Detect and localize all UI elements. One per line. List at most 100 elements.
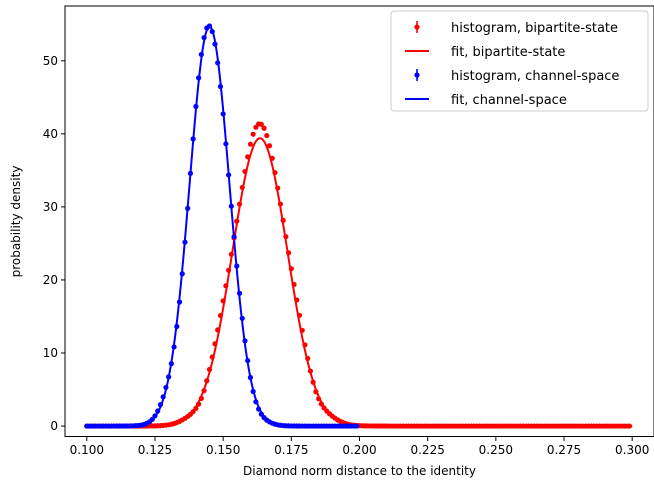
data-point — [354, 423, 360, 429]
y-tick-label: 30 — [43, 200, 58, 214]
data-point — [626, 423, 633, 429]
data-point — [193, 103, 199, 110]
data-point — [157, 402, 164, 408]
fit-line-1 — [86, 25, 360, 428]
data-point — [204, 378, 210, 384]
data-point — [152, 413, 158, 419]
data-point — [190, 136, 196, 142]
fit-line-0 — [86, 137, 633, 428]
y-tick-label: 0 — [50, 419, 58, 433]
x-tick-label: 0.225 — [410, 443, 444, 457]
data-point — [299, 327, 305, 333]
data-point — [215, 60, 221, 66]
data-point — [288, 266, 294, 272]
data-point — [242, 338, 248, 344]
data-point — [223, 283, 229, 289]
data-point — [261, 125, 267, 131]
chart-marks — [84, 23, 633, 429]
data-point — [310, 379, 316, 385]
data-point — [234, 263, 240, 269]
data-point — [307, 368, 314, 374]
data-point — [206, 366, 213, 373]
y-tick-label: 50 — [43, 54, 58, 68]
data-point — [250, 388, 256, 395]
data-point — [264, 132, 270, 139]
data-point — [258, 411, 264, 417]
data-point — [174, 323, 180, 330]
data-point — [163, 384, 169, 391]
x-tick-label: 0.125 — [138, 443, 172, 457]
data-point — [242, 168, 248, 175]
data-point — [253, 399, 259, 405]
data-point — [217, 83, 224, 90]
data-point — [236, 290, 243, 296]
data-point — [223, 141, 229, 147]
data-point — [212, 341, 218, 347]
histogram-series-0 — [84, 121, 633, 429]
x-tick-label: 0.175 — [274, 443, 308, 457]
data-point — [247, 141, 254, 147]
legend-box — [390, 10, 649, 112]
y-tick-label: 40 — [43, 127, 58, 141]
data-point — [196, 75, 202, 81]
data-point — [269, 155, 275, 161]
data-point — [294, 297, 300, 303]
data-point — [201, 388, 207, 394]
y-axis: 0 10 20 30 40 50 — [43, 54, 65, 433]
data-point — [316, 396, 322, 402]
data-point — [196, 401, 202, 407]
data-point — [187, 170, 194, 176]
data-point — [171, 344, 177, 350]
data-point — [176, 299, 183, 305]
data-point — [168, 361, 174, 367]
data-point — [220, 111, 226, 117]
data-point — [302, 342, 308, 348]
data-point — [198, 51, 204, 58]
x-tick-label: 0.300 — [615, 443, 649, 457]
legend-marker-icon — [414, 72, 420, 78]
data-point — [283, 234, 289, 240]
legend-entry-label: fit, channel-space — [451, 93, 567, 108]
x-tick-label: 0.250 — [479, 443, 513, 457]
data-point — [220, 298, 226, 304]
data-point — [313, 389, 319, 395]
data-point — [228, 251, 234, 257]
data-point — [185, 205, 191, 211]
data-point — [239, 184, 245, 191]
data-point — [228, 203, 234, 209]
data-point — [234, 218, 240, 224]
data-point — [160, 394, 166, 400]
data-point — [305, 355, 311, 362]
data-point — [245, 357, 251, 364]
y-tick-label: 10 — [43, 346, 58, 360]
legend-entry-label: histogram, bipartite-state — [451, 21, 618, 36]
y-tick-label: 20 — [43, 273, 58, 287]
data-point — [280, 217, 286, 223]
data-point — [209, 354, 215, 360]
data-point — [182, 239, 188, 245]
x-axis-label: Diamond norm distance to the identity — [243, 464, 476, 478]
data-point — [266, 143, 273, 149]
data-point — [201, 35, 207, 41]
x-tick-label: 0.275 — [547, 443, 581, 457]
data-point — [291, 281, 297, 288]
data-point — [231, 234, 237, 240]
data-point — [155, 408, 161, 414]
data-point — [206, 23, 213, 29]
x-tick-label: 0.200 — [342, 443, 376, 457]
data-point — [286, 250, 292, 256]
data-point — [198, 395, 204, 401]
x-axis: 0.100 0.125 0.150 0.175 0.200 0.225 0.250 0.275… — [70, 437, 649, 457]
legend-entry-label: histogram, channel-space — [451, 69, 619, 84]
data-point — [318, 401, 324, 407]
data-point — [226, 267, 232, 273]
x-tick-label: 0.150 — [206, 443, 240, 457]
data-point — [258, 121, 264, 127]
data-point — [247, 374, 254, 381]
data-point — [149, 416, 155, 422]
data-point — [215, 327, 221, 333]
plot-frame — [64, 5, 654, 437]
data-point — [250, 131, 256, 137]
data-point — [277, 201, 284, 207]
